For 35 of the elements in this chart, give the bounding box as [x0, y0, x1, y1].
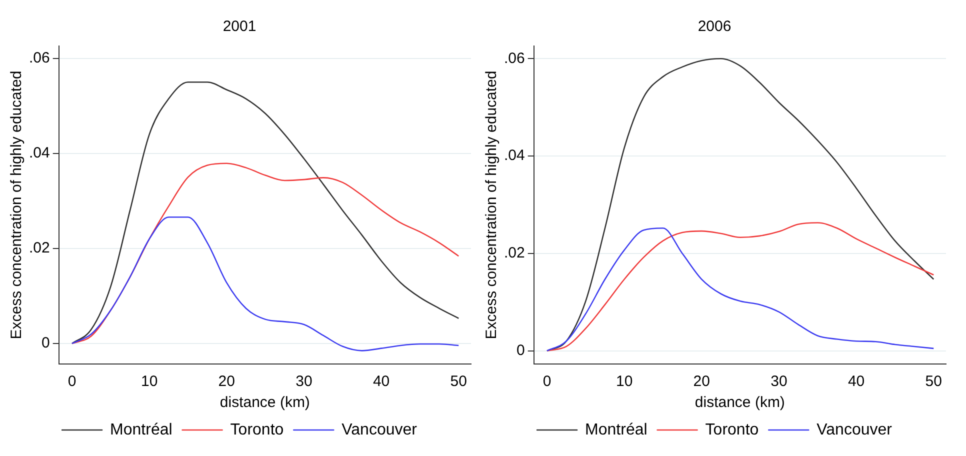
legend-label: Montréal [110, 421, 172, 438]
x-tick-label: 30 [296, 373, 312, 390]
y-tick-label: .02 [504, 244, 525, 262]
line-series [71, 162, 460, 344]
legend-label: Vancouver [816, 421, 893, 438]
x-tick-label: 40 [848, 373, 865, 390]
y-tick-label: .04 [504, 147, 525, 164]
y-tick-label: .06 [504, 50, 525, 67]
y-tick-label: 0 [516, 342, 525, 359]
x-axis-title: distance (km) [220, 394, 310, 412]
y-axis-title: Excess concentration of highly educated [483, 70, 500, 340]
y-tick-label: .04 [28, 144, 50, 162]
line-series [71, 216, 460, 352]
y-tick-label: .06 [28, 50, 50, 66]
legend-label: Toronto [230, 421, 284, 438]
chart-title: 2006 [698, 18, 732, 36]
x-axis-title: distance (km) [694, 394, 785, 412]
line-series [71, 81, 460, 344]
y-tick-label: 0 [42, 334, 50, 352]
x-tick-label: 40 [372, 373, 390, 390]
x-tick-label: 50 [925, 373, 942, 390]
chart-title: 2001 [222, 18, 256, 36]
legend-label: Vancouver [342, 421, 418, 438]
x-tick-label: 10 [140, 373, 158, 390]
x-tick-label: 0 [542, 373, 552, 390]
x-tick-label: 20 [693, 373, 710, 390]
x-tick-label: 10 [616, 373, 633, 390]
legend-label: Toronto [705, 421, 759, 438]
x-tick-label: 0 [68, 373, 76, 390]
x-tick-label: 50 [450, 373, 467, 390]
y-axis-title: Excess concentration of highly educated [8, 70, 26, 340]
legend-label: Montréal [585, 421, 648, 438]
x-tick-label: 20 [218, 373, 235, 390]
y-tick-label: .02 [28, 240, 50, 257]
x-tick-label: 30 [770, 373, 788, 390]
